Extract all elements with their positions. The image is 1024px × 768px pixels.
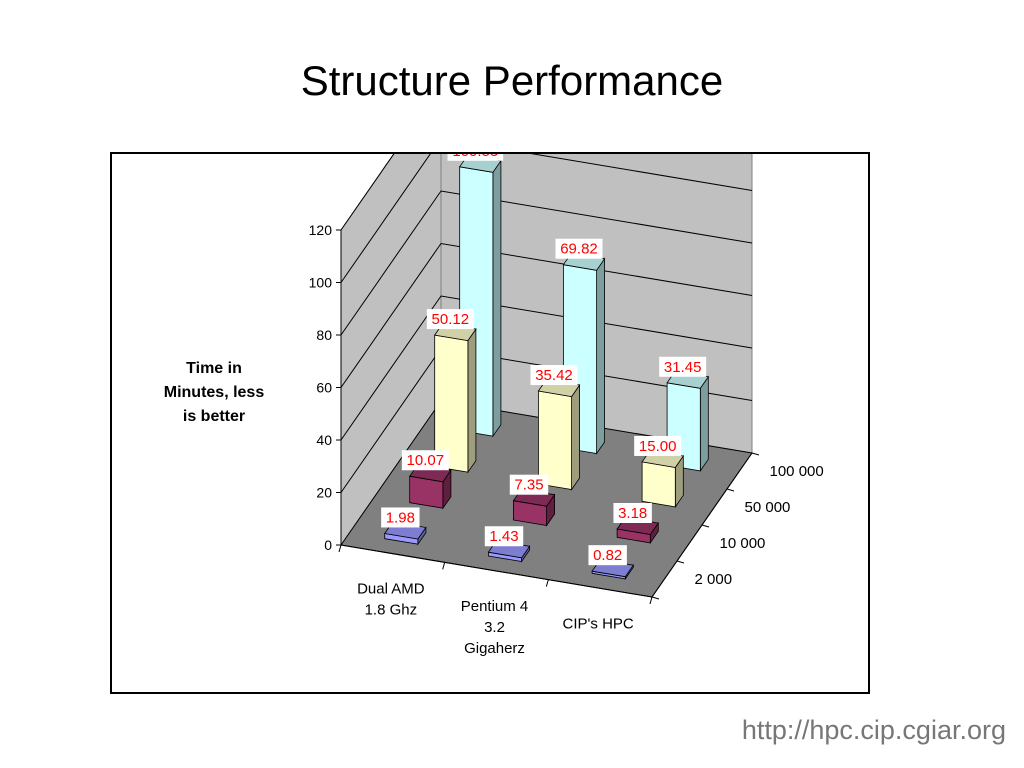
category-axis-tick <box>442 562 446 570</box>
data-label: 0.82 <box>593 547 622 564</box>
data-label-bg <box>381 507 420 528</box>
data-label-bg <box>613 502 652 523</box>
bar-side-face <box>467 327 477 474</box>
depth-axis-tick <box>726 488 735 492</box>
bar-50000-3 <box>641 449 684 509</box>
bar-50000-2 <box>537 379 581 491</box>
depth-axis-tick <box>676 560 685 564</box>
gridline <box>340 154 753 283</box>
bar-side-face <box>571 383 581 491</box>
data-label: 3.18 <box>618 505 647 522</box>
category-axis-tick <box>545 579 549 587</box>
chart-frame: 100.53 69.82 31.45 50.12 35.42 15.00 10.07 7.35… <box>110 152 870 694</box>
gridline <box>340 154 395 231</box>
data-label: 50.12 <box>432 311 470 328</box>
value-axis-tick-label: 40 <box>316 432 332 448</box>
value-axis-tick-label: 20 <box>316 485 332 501</box>
chart-data-labels: 100.53 69.82 31.45 50.12 35.42 15.00 10.07 7.35… <box>381 154 707 566</box>
value-axis-tick-label: 0 <box>324 537 332 553</box>
data-label: 69.82 <box>560 241 598 258</box>
data-label: 10.07 <box>407 452 445 469</box>
bar-side-face <box>596 257 606 455</box>
category-axis-label-line: CIP's HPC <box>563 615 634 632</box>
category-axis-line <box>340 544 653 598</box>
category-axis-tick <box>338 544 342 553</box>
bar-side-face <box>699 375 709 473</box>
bar-10000-1 <box>409 464 452 510</box>
data-label-bg <box>634 435 682 456</box>
value-axis-title: Time in Minutes, less is better <box>164 360 265 425</box>
category-axis-label-line: Pentium 4 <box>461 598 529 615</box>
data-label: 7.35 <box>514 477 543 494</box>
data-label: 31.45 <box>664 359 702 376</box>
depth-axis-label: 2 000 <box>695 571 733 588</box>
depth-axis-label: 100 000 <box>770 463 824 480</box>
depth-axis-label: 50 000 <box>745 499 791 516</box>
category-axis-label: CIP's HPC <box>563 615 634 632</box>
category-axis-label-line: Dual AMD <box>357 581 425 598</box>
category-axis-label-line: Gigaherz <box>464 640 525 657</box>
data-label-bg <box>447 154 504 161</box>
data-label-bg <box>555 238 603 259</box>
data-label-bg <box>484 526 524 547</box>
value-axis-title-line: Minutes, less <box>164 384 265 401</box>
data-label-bg <box>530 365 578 386</box>
category-axis-label-line: 3.2 <box>484 619 505 636</box>
data-label: 1.43 <box>489 528 518 545</box>
chart-gridlines <box>340 154 753 493</box>
data-label-bg <box>426 309 474 330</box>
chart-axis-text: 0 20 40 60 80 100 120 Dual AMD 1.8 Ghz Pentium 4 3… <box>164 222 824 657</box>
gridline <box>340 295 753 441</box>
gridline <box>340 242 753 388</box>
value-axis-title-line: is better <box>183 408 245 425</box>
depth-axis-label: 10 000 <box>720 535 766 552</box>
category-axis-tick <box>649 596 653 605</box>
data-label-bg <box>588 545 627 566</box>
data-label: 15.00 <box>639 438 677 455</box>
value-axis-tick-label: 60 <box>316 380 332 396</box>
depth-axis-tick <box>701 524 710 528</box>
data-label: 35.42 <box>535 367 573 384</box>
bar-side-face <box>492 159 502 438</box>
data-label-bg <box>509 474 549 495</box>
depth-axis-tick <box>751 452 760 456</box>
data-label: 1.98 <box>386 509 415 526</box>
data-label-bg <box>659 356 707 377</box>
category-axis-label-line: 1.8 Ghz <box>365 602 418 619</box>
chart-axes <box>336 229 760 605</box>
value-axis-tick-label: 100 <box>309 275 333 291</box>
depth-axis-tick <box>651 596 660 600</box>
category-axis-label: Dual AMD 1.8 Ghz <box>357 581 425 619</box>
value-axis-title-line: Time in <box>186 360 242 377</box>
slide-title: Structure Performance <box>300 57 724 104</box>
gridline <box>340 190 753 336</box>
value-axis-tick-label: 80 <box>316 327 332 343</box>
footer-url: http://hpc.cip.cgiar.org <box>741 715 1006 745</box>
chart-canvas: 100.53 69.82 31.45 50.12 35.42 15.00 10.07 7.35… <box>164 154 824 657</box>
bar-front-face <box>641 461 676 508</box>
data-label: 100.53 <box>452 154 498 160</box>
value-axis-tick-label: 120 <box>309 222 333 238</box>
category-axis-label: Pentium 4 3.2 Gigaherz <box>461 598 529 657</box>
data-label-bg <box>401 450 449 471</box>
bar-50000-1 <box>434 323 477 474</box>
